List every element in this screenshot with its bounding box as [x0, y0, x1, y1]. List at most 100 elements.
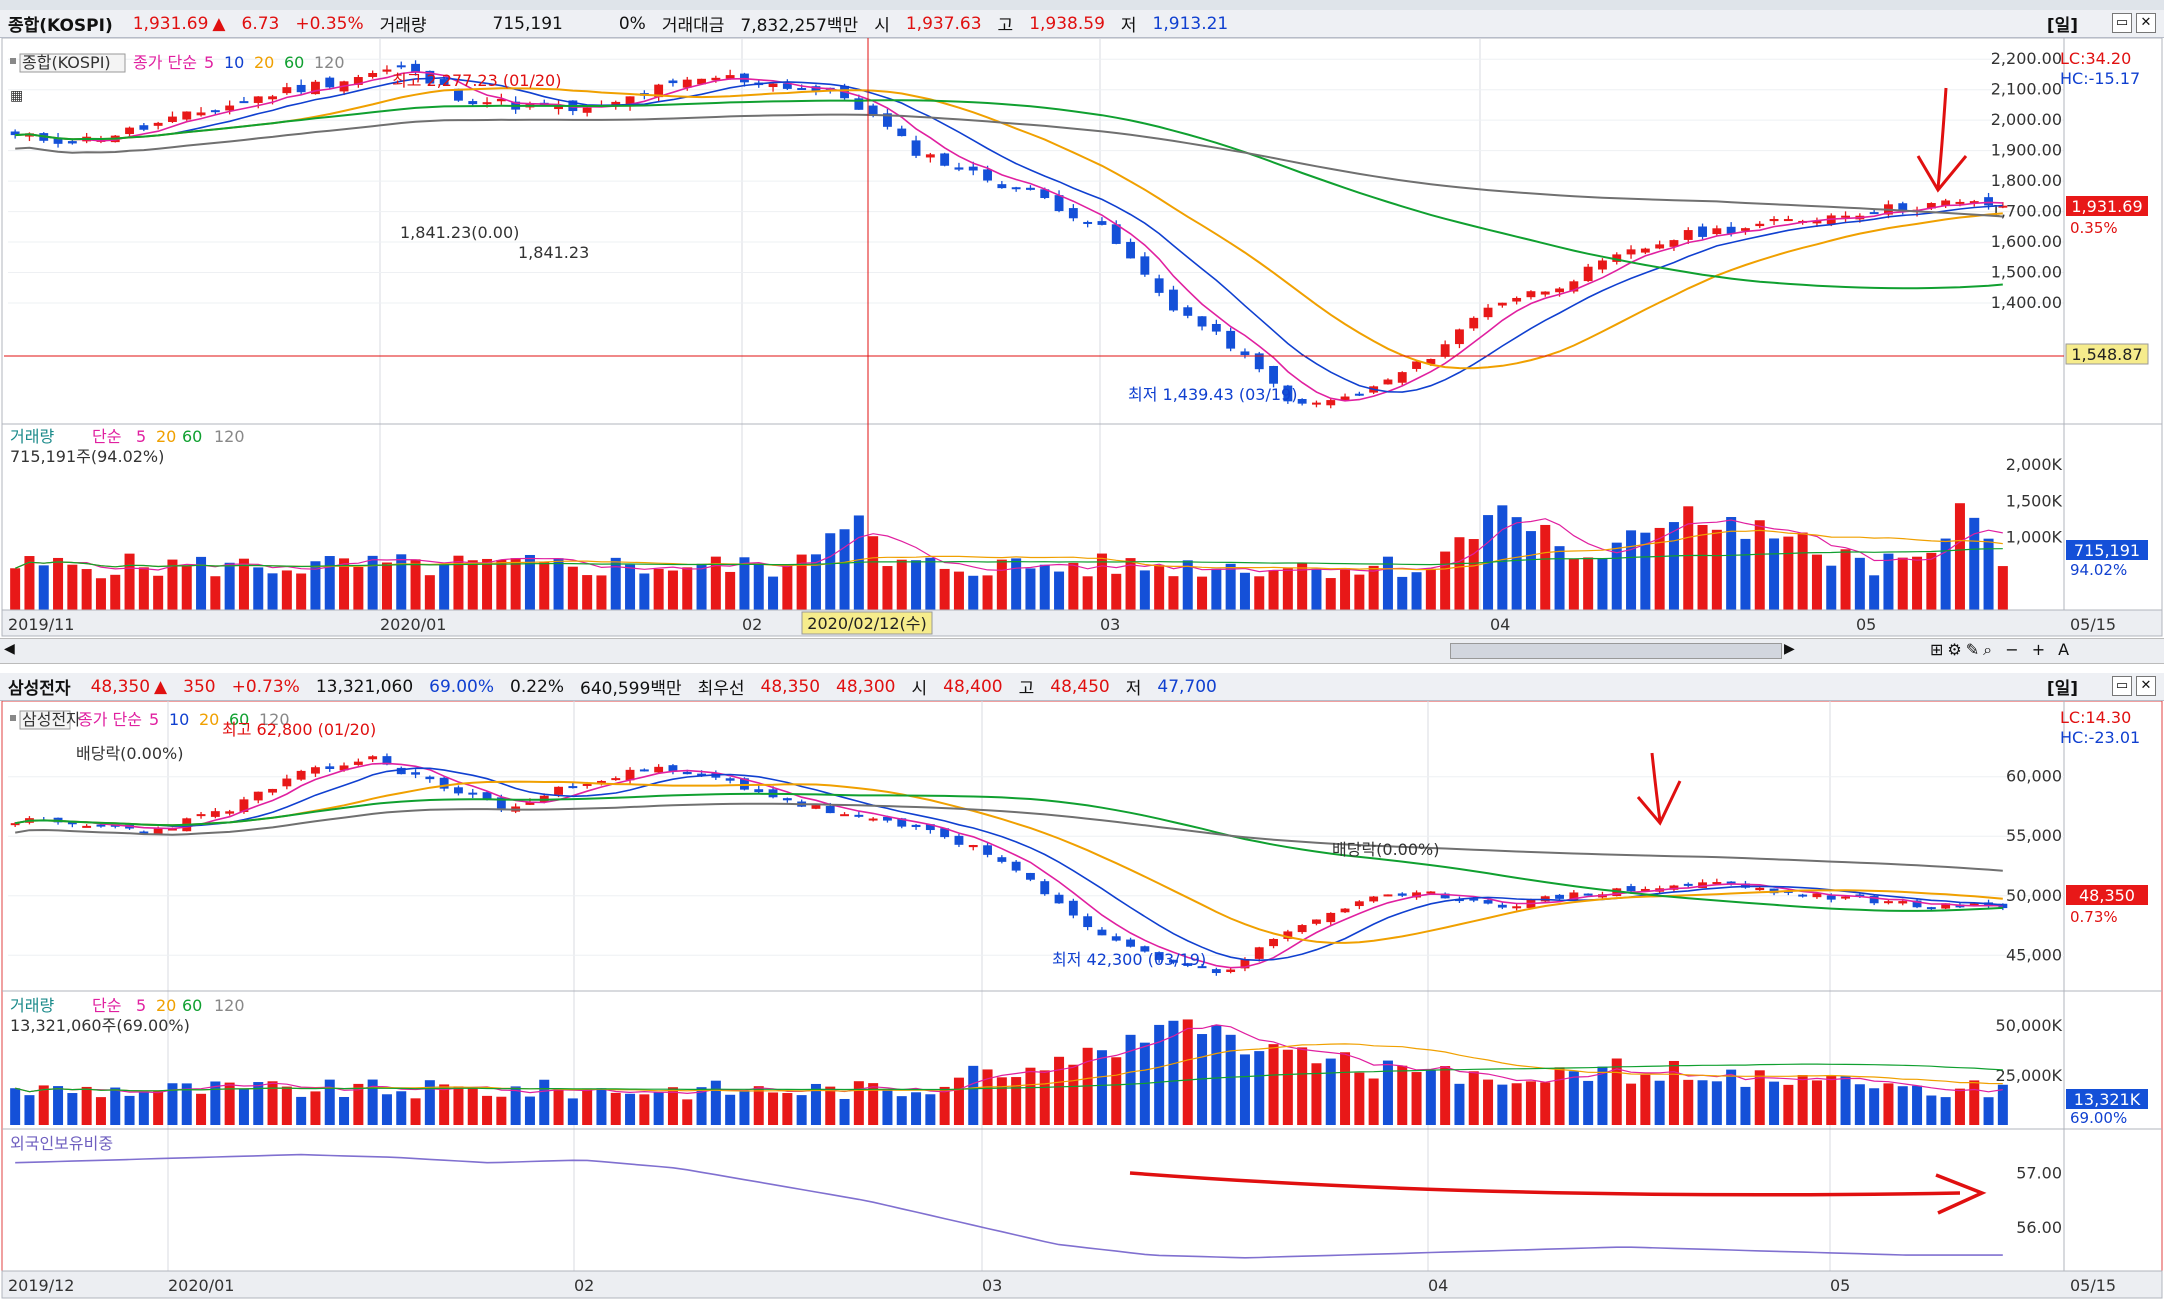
kospi-volume-bar: [1411, 572, 1422, 610]
kospi-candle: [1011, 187, 1021, 190]
samsung-candle: [840, 814, 849, 817]
samsung-volume-bar: [1583, 1080, 1594, 1125]
kospi-volume-bar: [1783, 536, 1794, 610]
samsung-price-tag: 48,350: [2079, 886, 2135, 905]
kospi-candle: [1426, 358, 1436, 365]
kospi-candle: [1040, 189, 1050, 199]
kospi-ma20-line: [15, 87, 2003, 370]
kospi-candle: [325, 77, 335, 88]
samsung-candle: [740, 778, 749, 790]
kospi-candle: [697, 78, 706, 85]
kospi-cursor-note: 1,841.23(0.00): [400, 223, 519, 242]
kospi-y-tick: 1,400.00: [1991, 293, 2062, 312]
kospi-price-tag-pct: 0.35%: [2070, 219, 2118, 237]
kospi-volume-bar: [896, 559, 907, 610]
samsung-volume-bar: [1740, 1086, 1751, 1125]
kospi-candle: [1269, 365, 1278, 384]
zoom-tools-icon[interactable]: ⊞⚙✎⌕ − + A: [1930, 640, 2074, 659]
scroll-right-icon[interactable]: ▶: [1784, 641, 1795, 657]
samsung-vol-y-tick: 25,000K: [1996, 1066, 2063, 1085]
kospi-volume-bar: [1926, 552, 1937, 610]
samsung-volume-bar: [10, 1088, 21, 1125]
samsung-period[interactable]: [일]: [2046, 679, 2078, 699]
samsung-lc: LC:14.30: [2060, 708, 2131, 727]
kospi-candle: [611, 101, 621, 106]
samsung-open-label: 시: [911, 679, 928, 699]
samsung-volume-bar: [1211, 1025, 1222, 1125]
minimize-icon[interactable]: ▭: [2112, 13, 2132, 33]
kospi-volume-bar: [95, 578, 106, 610]
samsung-candle: [1869, 895, 1879, 904]
kospi-volume-bar: [1382, 556, 1393, 610]
kospi-chart[interactable]: 2,200.00 2,100.00 2,000.00 1,900.00 1,800.00…: [0, 38, 2164, 638]
kospi-candle: [1783, 219, 1793, 222]
samsung-volume-bar: [1783, 1084, 1794, 1125]
samsung-candle: [925, 824, 935, 831]
samsung-volume-bar: [1769, 1081, 1780, 1125]
samsung-candle: [82, 825, 92, 828]
samsung-legend-period: 5: [149, 710, 159, 729]
samsung-candle: [911, 824, 921, 828]
close-icon[interactable]: ✕: [2136, 676, 2156, 696]
kospi-candle: [125, 127, 134, 135]
kospi-vol-ma: 단순: [92, 427, 121, 446]
kospi-high-note: 최고 2,277.23 (01/20): [392, 71, 561, 90]
kospi-volume-bar: [453, 555, 464, 610]
kospi-volume-bar: [210, 576, 221, 610]
samsung-candle: [597, 780, 606, 783]
samsung-name[interactable]: 삼성전자: [8, 679, 71, 699]
scroll-left-icon[interactable]: ◀: [4, 641, 15, 657]
kospi-candle: [1197, 316, 1207, 327]
kospi-volume-bar: [167, 559, 178, 610]
close-icon[interactable]: ✕: [2136, 13, 2156, 33]
kospi-vol-y-tick: 1,500K: [2006, 491, 2063, 510]
kospi-hc: HC:-15.17: [2060, 69, 2140, 88]
kospi-candle: [1955, 201, 1965, 204]
kospi-volume-bar: [1111, 573, 1122, 610]
samsung-volume-bar: [381, 1094, 392, 1125]
kospi-vol-tag-bg: [2066, 540, 2148, 560]
samsung-candle: [268, 788, 277, 793]
samsung-volume-bar: [682, 1099, 693, 1125]
samsung-vol-ma60: [15, 1063, 2003, 1093]
kospi-volume-bar: [753, 563, 764, 610]
kospi-y-tick: 1,900.00: [1991, 141, 2062, 160]
kospi-volume-bar: [625, 564, 636, 610]
samsung-candle: [368, 756, 378, 760]
kospi-vol-ma-period: 120: [214, 427, 245, 446]
kospi-volume-bar: [281, 570, 292, 610]
samsung-candle: [668, 765, 678, 772]
samsung-volume-bar: [1511, 1083, 1522, 1125]
kospi-low-note: 최저 1,439.43 (03/19): [1128, 385, 1297, 404]
samsung-candle: [1812, 893, 1822, 898]
kospi-volume-bar: [1025, 568, 1036, 610]
kospi-period[interactable]: [일]: [2046, 16, 2078, 36]
kospi-scrollbar[interactable]: ◀ ▶ ⊞⚙✎⌕ − + A: [0, 638, 2164, 664]
samsung-candle: [611, 778, 621, 781]
minimize-icon[interactable]: ▭: [2112, 676, 2132, 696]
samsung-candle: [625, 769, 635, 781]
kospi-volume-bar: [782, 564, 793, 610]
kospi-legend-marker: [10, 58, 16, 64]
samsung-vol-ma-period: 120: [214, 996, 245, 1015]
kospi-name[interactable]: 종합(KOSPI): [8, 16, 113, 36]
kospi-volume-bar: [1225, 563, 1236, 610]
samsung-volume-bar: [539, 1079, 550, 1125]
kospi-volume-bar: [939, 568, 950, 610]
samsung-candle: [754, 789, 764, 793]
samsung-candle: [554, 786, 563, 795]
samsung-candle: [1097, 929, 1107, 936]
samsung-volume-bar: [753, 1086, 764, 1125]
samsung-ma120-line: [15, 802, 2003, 872]
kospi-candle: [1741, 228, 1750, 231]
scroll-thumb[interactable]: [1450, 643, 1782, 659]
samsung-volume-bar: [310, 1091, 321, 1125]
samsung-volume-bar: [1611, 1058, 1622, 1125]
samsung-y-tick: 45,000: [2006, 945, 2062, 964]
kospi-volume-bar: [1554, 546, 1565, 610]
kospi-candle: [1998, 205, 2008, 208]
samsung-price-tag-bg: [2066, 885, 2148, 905]
samsung-candle: [1068, 900, 1078, 916]
kospi-candle: [368, 72, 378, 77]
